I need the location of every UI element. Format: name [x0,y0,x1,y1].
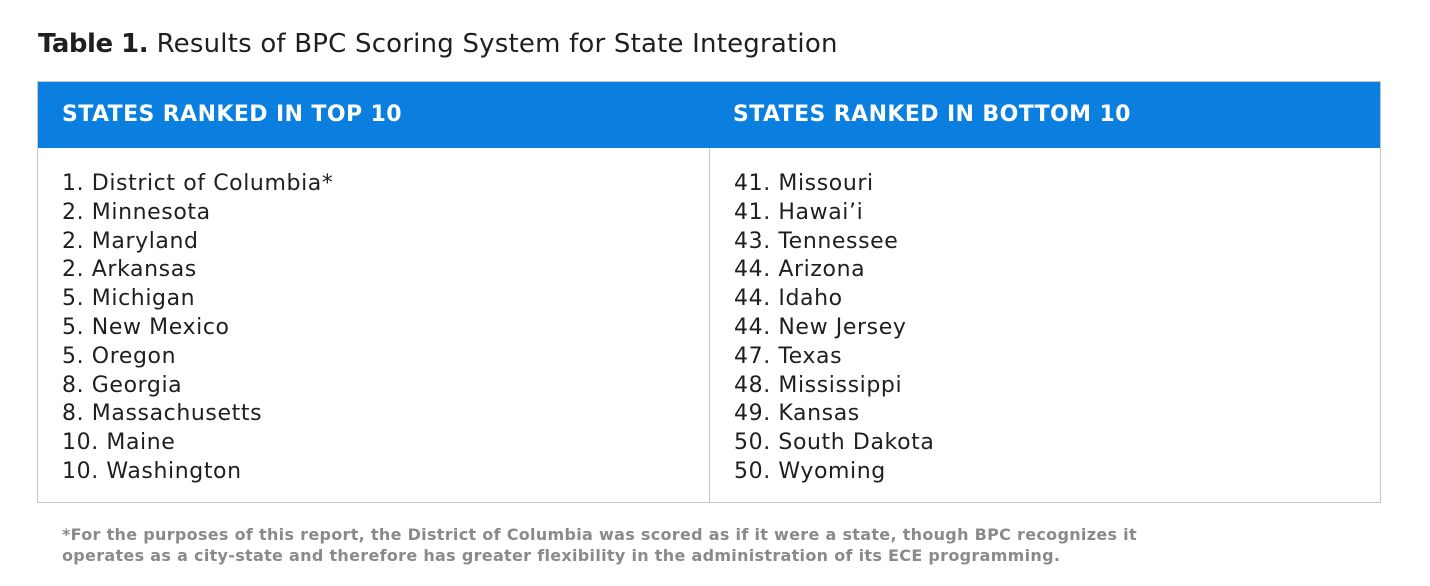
top-10-list: 1. District of Columbia* 2. Minnesota 2.… [62,170,709,487]
bottom-10-column: 41. Missouri 41. Hawai’i 43. Tennessee 4… [709,148,1380,502]
list-item: 49. Kansas [734,401,860,427]
header-bottom-10: STATES RANKED IN BOTTOM 10 [733,102,1131,127]
table-title: Table 1. Results of BPC Scoring System f… [38,28,838,60]
table-body: 1. District of Columbia* 2. Minnesota 2.… [38,148,1380,502]
bottom-10-list: 41. Missouri 41. Hawai’i 43. Tennessee 4… [734,170,1380,487]
top-10-column: 1. District of Columbia* 2. Minnesota 2.… [38,148,709,502]
table-header-row: STATES RANKED IN TOP 10 STATES RANKED IN… [38,82,1380,148]
footnote-line-2: operates as a city-state and therefore h… [62,546,1061,565]
list-item: 43. Tennessee [734,228,899,254]
table-caption: Results of BPC Scoring System for State … [156,29,838,59]
list-item: 48. Mississippi [734,372,903,398]
list-item: 2. Minnesota [62,199,211,225]
list-item: 10. Maine [62,430,176,456]
list-item: 5. Oregon [62,343,177,369]
footnote-line-1: *For the purposes of this report, the Di… [62,525,1137,544]
list-item: 8. Georgia [62,372,183,398]
list-item: 44. New Jersey [734,314,907,340]
list-item: 5. New Mexico [62,314,230,340]
list-item: 41. Missouri [734,171,874,196]
list-item: 44. Idaho [734,286,843,312]
list-item: 8. Massachusetts [62,401,263,427]
list-item: 2. Maryland [62,228,199,254]
list-item: 10. Washington [62,458,242,484]
list-item: 41. Hawai’i [734,199,864,225]
list-item: 44. Arizona [734,257,866,283]
list-item: 50. South Dakota [734,430,935,456]
list-item: 47. Texas [734,343,843,369]
list-item: 50. Wyoming [734,458,886,484]
rankings-table: STATES RANKED IN TOP 10 STATES RANKED IN… [37,81,1381,503]
list-item: 5. Michigan [62,286,196,312]
table-number: Table 1. [38,29,149,59]
footnote: *For the purposes of this report, the Di… [62,524,1382,566]
list-item: 2. Arkansas [62,257,197,283]
header-top-10: STATES RANKED IN TOP 10 [62,102,402,127]
list-item: 1. District of Columbia* [62,171,334,196]
